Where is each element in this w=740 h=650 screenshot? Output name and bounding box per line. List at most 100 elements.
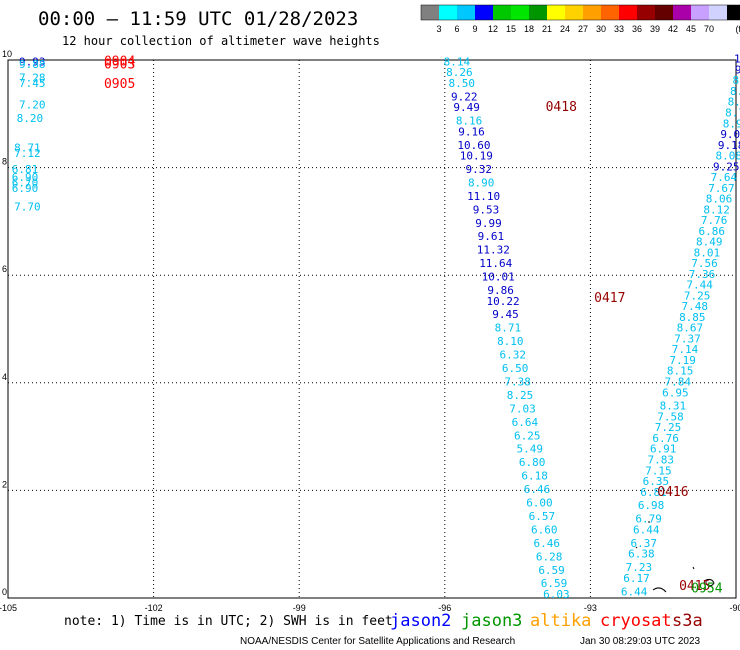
credit-text: NOAA/NESDIS Center for Satellite Applica… [240, 636, 515, 647]
wave-height-value: 8.14 [444, 55, 471, 68]
wave-height-value: 7.83 [648, 454, 675, 467]
wave-height-value: 6.57 [529, 510, 556, 523]
coastline-segment [652, 587, 667, 593]
satellite-legend-item: jason2 [390, 611, 451, 631]
wave-height-value: 8.85 [679, 311, 706, 324]
wave-height-value: 6.98 [638, 499, 665, 512]
wave-height-value: 9.99 [475, 217, 502, 230]
wave-height-value: 6.32 [499, 349, 526, 362]
wave-height-value: 8.20 [17, 112, 44, 125]
wave-height-value: 8.16 [456, 115, 483, 128]
scale-unit: (ft) [736, 24, 740, 34]
wave-height-value: 6.50 [502, 362, 529, 375]
wave-height-value: 6.18 [521, 470, 548, 483]
scale-swatch [601, 5, 619, 20]
grid [8, 60, 736, 598]
wave-height-value: 9.53 [473, 203, 500, 216]
wave-height-value: 8.10 [497, 335, 524, 348]
wave-height-points: 9.939.887.287.457.208.208.717.126.816.90… [12, 53, 740, 601]
scale-label: 24 [560, 24, 570, 34]
scale-swatch [691, 5, 709, 20]
wave-height-value: 9.25 [713, 160, 740, 173]
scale-swatch [565, 5, 583, 20]
wave-height-value: 6.38 [628, 548, 655, 561]
scale-label: 36 [632, 24, 642, 34]
y-tick-label: 2 [2, 479, 7, 489]
wave-height-value: 6.76 [652, 432, 679, 445]
pass-time-label: 0954 [691, 582, 722, 597]
scale-swatch [727, 5, 740, 20]
wave-height-value: 7.28 [19, 72, 46, 85]
wave-height-value: 6.00 [526, 497, 553, 510]
scale-swatch [493, 5, 511, 20]
scale-label: 27 [578, 24, 588, 34]
wave-height-value: 6.90 [12, 182, 39, 195]
wave-height-value: 6.44 [633, 523, 660, 536]
wave-height-value: 7.38 [504, 375, 531, 388]
scale-label: 45 [686, 24, 696, 34]
wave-height-value: 9.88 [19, 58, 46, 71]
wave-height-value: 10.19 [460, 150, 493, 163]
wave-height-value: 9.45 [492, 308, 519, 321]
y-tick-label: 0 [2, 587, 7, 597]
satellite-legend: jason2 jason3 altika cryosat s3a [390, 611, 703, 631]
wave-height-value: 9.49 [453, 101, 480, 114]
wave-height-value: 7.37 [674, 332, 701, 345]
pass-time-label: 0418 [546, 100, 577, 115]
wave-height-value: 10.22 [486, 295, 519, 308]
wave-height-value: 7.45 [19, 77, 46, 90]
scale-swatch [511, 5, 529, 20]
wave-height-value: 9.86 [487, 284, 514, 297]
wave-height-value: 8.50 [449, 77, 476, 90]
wave-height-value: 8.06 [706, 193, 733, 206]
chart-title: 00:00 – 11:59 UTC 01/28/2023 [38, 8, 358, 30]
wave-height-value: 8.15 [667, 365, 694, 378]
wave-height-value: 6.81 [640, 486, 667, 499]
wave-height-value: 8.25 [507, 389, 534, 402]
footer-note: note: 1) Time is in UTC; 2) SWH is in fe… [64, 614, 393, 629]
tick-labels: -105 -102 -99 -96 -93 -90 0 2 4 6 8 10 [0, 49, 740, 613]
satellite-legend-item: s3a [672, 611, 703, 631]
wave-height-value: 8.75 [728, 96, 740, 109]
wave-height-value: 7.64 [711, 171, 738, 184]
scale-swatch [547, 5, 565, 20]
wave-height-value: 6.60 [531, 523, 558, 536]
wave-height-value: 8.90 [723, 117, 740, 130]
wave-height-value: 6.91 [650, 443, 677, 456]
wave-height-value: 9.93 [19, 55, 46, 68]
pass-time-label: 0904 [104, 54, 135, 69]
wave-height-value: 7.20 [19, 98, 46, 111]
scale-swatch [709, 5, 727, 20]
coastline-segment [705, 578, 715, 587]
pass-time-label: 0905 [104, 77, 135, 92]
coastline [635, 521, 715, 593]
scale-border [420, 4, 740, 21]
wave-height-value: 6.90 [12, 171, 39, 184]
wave-height-value: 9.16 [458, 125, 485, 138]
wave-height-value: 7.03 [509, 402, 536, 415]
coastline-segment [692, 566, 695, 570]
scale-swatch [637, 5, 655, 20]
scale-swatch [475, 5, 493, 20]
wave-height-value: 7.19 [669, 354, 696, 367]
wave-height-value: 6.59 [541, 577, 568, 590]
scale-label: 39 [650, 24, 660, 34]
plot-area: -105 -102 -99 -96 -93 -90 0 2 4 6 8 10 9.939.887.28… [0, 49, 740, 613]
wave-height-value: 7.48 [681, 300, 708, 313]
wave-height-value: 9.22 [451, 90, 478, 103]
scale-label: 42 [668, 24, 678, 34]
wave-height-value: 9.01 [720, 128, 740, 141]
x-tick-label: -96 [438, 603, 451, 613]
wave-height-value: 7.23 [626, 561, 653, 574]
wave-height-value: 6.28 [536, 550, 563, 563]
wave-height-value: 10.60 [457, 139, 490, 152]
wave-height-value: 6.46 [533, 537, 560, 550]
x-tick-label: -93 [584, 603, 597, 613]
wave-height-value: 6.17 [623, 572, 650, 585]
pass-time-label: 0903 [104, 58, 135, 73]
wave-height-value: 8.74 [725, 106, 740, 119]
scale-label: 30 [596, 24, 606, 34]
wave-height-value: 6.35 [643, 475, 670, 488]
wave-height-value: 6.86 [698, 225, 725, 238]
